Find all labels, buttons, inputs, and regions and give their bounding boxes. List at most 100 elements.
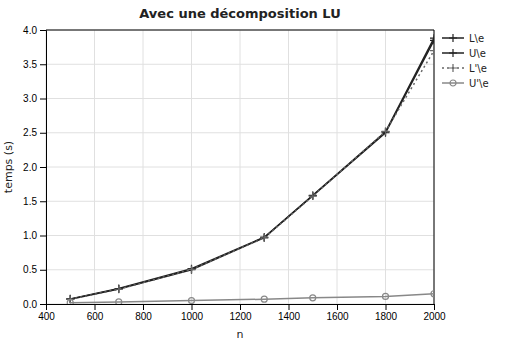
x-tick: 400: [38, 304, 55, 322]
x-axis-title: n: [237, 328, 244, 341]
y-grid-line: [46, 269, 434, 270]
series: [66, 34, 434, 303]
x-axis-line: [47, 305, 435, 311]
y-axis-title: temps (s): [2, 141, 15, 193]
frame-right: [434, 30, 435, 304]
legend-entry: U\e: [442, 48, 486, 59]
x-tick-mark: [434, 304, 435, 310]
y-tick: 2.5: [23, 127, 46, 138]
series-marker: [310, 295, 316, 301]
x-tick: 2000: [423, 304, 446, 322]
series-marker: [431, 291, 434, 297]
y-tick-label: 1.5: [23, 196, 37, 207]
series-marker: [261, 296, 267, 302]
x-tick: 1800: [375, 304, 398, 322]
y-tick-mark: [40, 64, 46, 65]
series-marker: [430, 34, 434, 42]
x-tick: 1400: [278, 304, 301, 322]
series-marker: [115, 285, 123, 293]
y-tick-label: 0.5: [23, 264, 37, 275]
series: [66, 36, 434, 303]
y-grid-line: [46, 132, 434, 133]
x-tick-label: 1200: [229, 311, 252, 322]
y-tick: 2.0: [23, 162, 46, 173]
y-tick: 1.5: [23, 196, 46, 207]
series-line: [70, 294, 434, 303]
series-marker: [115, 285, 123, 293]
y-tick-label: 3.0: [23, 93, 37, 104]
x-axis: 400600800100012001400160018002000: [38, 304, 446, 322]
y-tick: 3.5: [23, 59, 46, 70]
y-tick-mark: [40, 201, 46, 202]
frame-top: [46, 30, 434, 31]
y-tick-mark: [40, 99, 46, 100]
y-tick-label: 4.0: [23, 25, 37, 36]
title: Avec une décomposition LU: [139, 6, 340, 21]
y-tick: 0.0: [23, 299, 46, 310]
series-marker: [189, 298, 195, 304]
y-grid-line: [46, 167, 434, 168]
y-tick-label: 1.0: [23, 230, 37, 241]
y-tick-label: 2.5: [23, 127, 37, 138]
x-tick-label: 400: [38, 311, 55, 322]
series-line: [70, 40, 434, 299]
series: [67, 291, 434, 304]
series-marker: [260, 234, 268, 242]
y-tick-label: 0.0: [23, 299, 37, 310]
legend-entry: L'\e: [442, 63, 487, 74]
legend-label: L\e: [469, 33, 484, 44]
x-tick: 600: [87, 304, 104, 322]
y-tick-mark: [40, 133, 46, 134]
x-tick: 1200: [229, 304, 252, 322]
x-tick-mark: [337, 304, 338, 310]
y-tick: 3.0: [23, 93, 46, 104]
x-tick-label: 1400: [278, 311, 301, 322]
series-marker: [430, 47, 434, 55]
x-tick: 1600: [326, 304, 349, 322]
series-marker: [383, 293, 389, 299]
legend-swatch: [442, 82, 464, 84]
y-tick-mark: [40, 30, 46, 31]
x-tick-mark: [143, 304, 144, 310]
x-tick-label: 2000: [423, 311, 446, 322]
y-grid-line: [46, 30, 434, 31]
legend: L\e U\e L'\e U'\e: [442, 33, 489, 89]
x-tick: 1000: [181, 304, 204, 322]
x-tick-mark: [240, 304, 241, 310]
series-marker: [382, 127, 390, 135]
y-tick-mark: [40, 236, 46, 237]
y-grid-line: [46, 98, 434, 99]
chart: 4006008001000120014001600180020000.00.51…: [0, 0, 512, 344]
x-tick-label: 1000: [181, 311, 204, 322]
y-axis-line: [40, 31, 47, 305]
y-axis: 0.0 0.5 1.0 1.5 2.0 2.5 3.0 3.5 4.0: [23, 25, 46, 310]
y-tick-label: 2.0: [23, 162, 37, 173]
series-line: [70, 51, 434, 300]
y-tick-mark: [40, 270, 46, 271]
y-tick-mark: [40, 304, 46, 305]
x-tick-mark: [289, 304, 290, 310]
legend-label: U'\e: [469, 78, 489, 89]
y-tick: 1.0: [23, 230, 46, 241]
y-grid-line: [46, 64, 434, 65]
legend-marker: [449, 49, 457, 57]
legend-label: U\e: [469, 48, 486, 59]
x-tick-mark: [386, 304, 387, 310]
series-marker: [188, 265, 196, 273]
legend-marker: [449, 64, 457, 72]
legend-marker: [449, 34, 457, 42]
y-tick-mark: [40, 167, 46, 168]
plot-area: 4006008001000120014001600180020000.00.51…: [23, 25, 446, 322]
y-tick: 0.5: [23, 264, 46, 275]
y-tick: 4.0: [23, 25, 46, 36]
x-grid-line: [434, 30, 435, 304]
grid: [46, 30, 434, 304]
series-marker: [188, 265, 196, 273]
series-layer: [66, 34, 434, 304]
y-grid-line: [46, 201, 434, 202]
legend-entry: L\e: [442, 33, 484, 44]
legend-label: L'\e: [469, 63, 487, 74]
x-tick-mark: [95, 304, 96, 310]
series-marker: [67, 300, 73, 304]
series-marker: [115, 285, 123, 293]
